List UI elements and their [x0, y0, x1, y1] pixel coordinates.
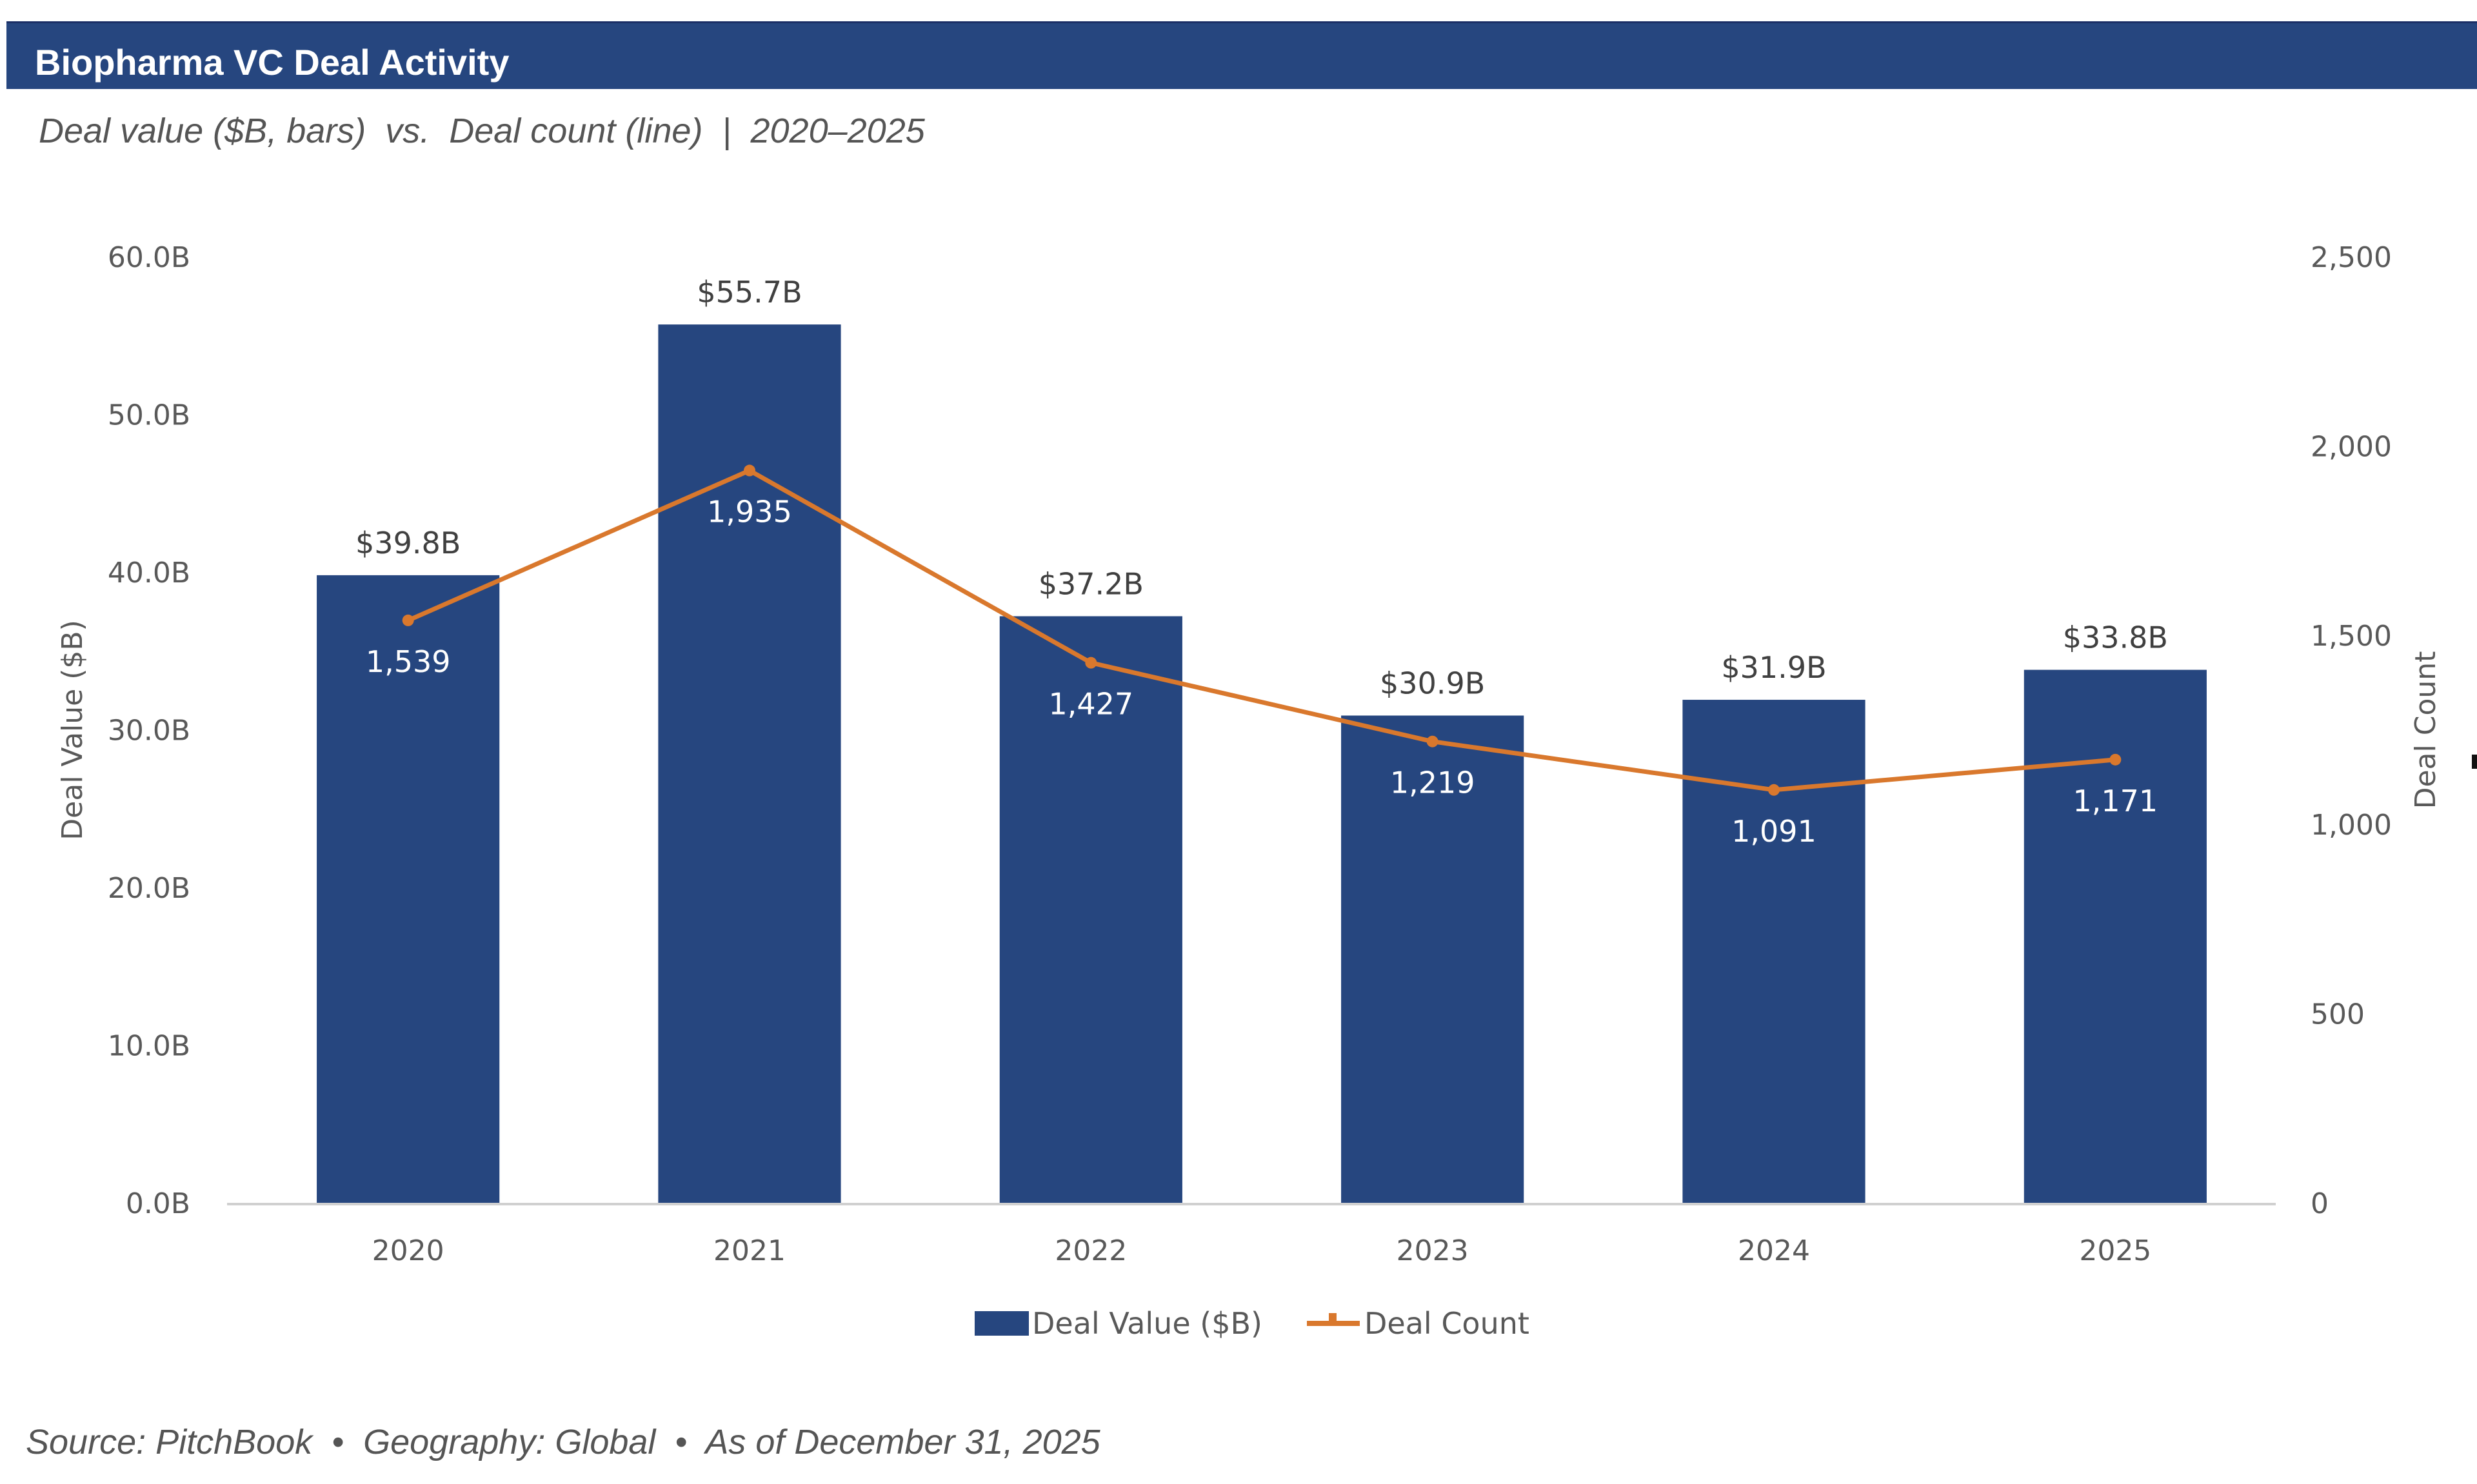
- bar-value-label: $37.2B: [1039, 566, 1144, 601]
- chart-subtitle: Deal value ($B, bars) vs. Deal count (li…: [39, 112, 925, 150]
- line-point-2021: [744, 464, 755, 477]
- line-value-label: 1,219: [1390, 766, 1475, 800]
- clipped-edge-mark: [2472, 755, 2477, 769]
- right-tick-label: 2,000: [2311, 430, 2392, 463]
- line-series: [402, 464, 2122, 796]
- legend-swatch-deal-value: [975, 1311, 1029, 1336]
- bar-series: [317, 324, 2207, 1203]
- bar-2023: [1341, 715, 1524, 1203]
- left-tick-label: 10.0B: [108, 1030, 190, 1063]
- right-axis-ticks: 0 500 1,000 1,500 2,000 2,500: [2311, 241, 2392, 1220]
- line-data-labels: 1,539 1,935 1,427 1,219 1,091 1,171: [366, 495, 2158, 849]
- chart-title: Biopharma VC Deal Activity: [35, 42, 510, 83]
- bar-2024: [1682, 700, 1865, 1203]
- deal-count-line: [407, 468, 2116, 793]
- legend-label-deal-count: Deal Count: [1364, 1306, 1529, 1341]
- title-bar: [6, 21, 2477, 89]
- left-tick-label: 50.0B: [108, 399, 190, 432]
- right-tick-label: 1,500: [2311, 620, 2392, 653]
- x-tick-label: 2020: [372, 1234, 444, 1267]
- right-tick-label: 500: [2311, 998, 2365, 1031]
- bar-value-label: $33.8B: [2063, 620, 2168, 655]
- bar-2021: [658, 324, 841, 1203]
- line-value-label: 1,935: [707, 495, 792, 529]
- line-value-label: 1,427: [1048, 687, 1133, 722]
- right-tick-label: 1,000: [2311, 809, 2392, 842]
- legend-label-deal-value: Deal Value ($B): [1032, 1306, 1262, 1341]
- bar-value-label: $30.9B: [1380, 666, 1485, 700]
- bar-2020: [317, 575, 500, 1203]
- left-axis-ticks: 0.0B 10.0B 20.0B 30.0B 40.0B 50.0B 60.0B: [108, 241, 190, 1220]
- bar-2025: [2024, 669, 2207, 1203]
- line-value-label: 1,539: [366, 644, 451, 679]
- line-point-2023: [1426, 735, 1438, 747]
- right-tick-label: 0: [2311, 1187, 2329, 1220]
- line-value-label: 1,171: [2073, 784, 2158, 818]
- x-axis-ticks: 2020 2021 2022 2023 2024 2025: [372, 1234, 2152, 1267]
- line-point-2022: [1085, 657, 1097, 669]
- bar-value-label: $39.8B: [355, 526, 461, 560]
- bar-data-labels: $39.8B $55.7B $37.2B $30.9B $31.9B $33.8B: [355, 275, 2168, 700]
- right-axis-title: Deal Count: [2409, 651, 2442, 809]
- line-point-2020: [402, 614, 414, 626]
- left-tick-label: 60.0B: [108, 241, 190, 274]
- left-tick-label: 20.0B: [108, 872, 190, 905]
- left-axis-title: Deal Value ($B): [56, 620, 89, 840]
- left-tick-label: 0.0B: [126, 1187, 190, 1220]
- bar-value-label: $55.7B: [697, 275, 802, 310]
- bar-value-label: $31.9B: [1721, 650, 1826, 685]
- legend-marker-deal-count: [1329, 1313, 1337, 1325]
- line-point-2024: [1768, 784, 1780, 796]
- line-point-2025: [2109, 753, 2122, 766]
- x-tick-label: 2024: [1738, 1234, 1810, 1267]
- line-value-label: 1,091: [1731, 814, 1816, 849]
- source-footnote: Source: PitchBook • Geography: Global • …: [26, 1423, 1100, 1461]
- left-tick-label: 30.0B: [108, 715, 190, 747]
- x-tick-label: 2023: [1397, 1234, 1469, 1267]
- x-tick-label: 2025: [2079, 1234, 2151, 1267]
- x-tick-label: 2021: [713, 1234, 786, 1267]
- right-tick-label: 2,500: [2311, 241, 2392, 274]
- left-tick-label: 40.0B: [108, 557, 190, 589]
- bar-2022: [999, 616, 1182, 1203]
- legend: Deal Value ($B) Deal Count: [975, 1306, 1529, 1341]
- x-tick-label: 2022: [1055, 1234, 1127, 1267]
